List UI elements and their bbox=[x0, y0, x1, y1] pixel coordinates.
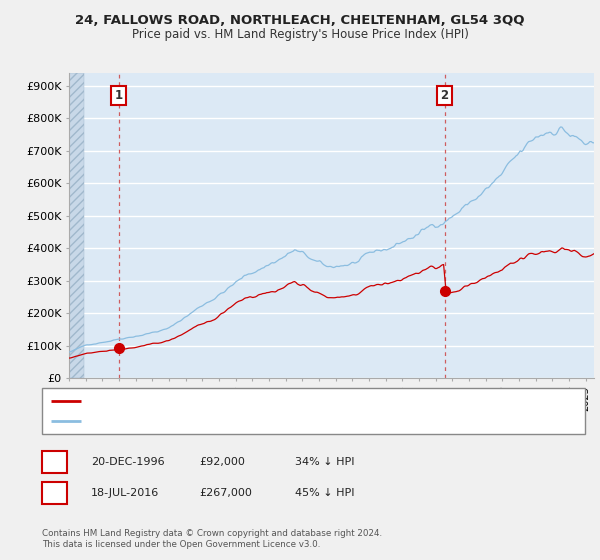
Text: 34% ↓ HPI: 34% ↓ HPI bbox=[295, 457, 355, 467]
Text: £267,000: £267,000 bbox=[199, 488, 252, 498]
Text: HPI: Average price, detached house, Cotswold: HPI: Average price, detached house, Cots… bbox=[87, 416, 317, 426]
Text: 2: 2 bbox=[50, 486, 59, 500]
Text: 1: 1 bbox=[115, 89, 122, 102]
Text: 18-JUL-2016: 18-JUL-2016 bbox=[91, 488, 160, 498]
Text: 20-DEC-1996: 20-DEC-1996 bbox=[91, 457, 165, 467]
Text: 1: 1 bbox=[50, 455, 59, 469]
Text: Price paid vs. HM Land Registry's House Price Index (HPI): Price paid vs. HM Land Registry's House … bbox=[131, 28, 469, 41]
Text: £92,000: £92,000 bbox=[199, 457, 245, 467]
Text: 24, FALLOWS ROAD, NORTHLEACH, CHELTENHAM, GL54 3QQ (detached house): 24, FALLOWS ROAD, NORTHLEACH, CHELTENHAM… bbox=[87, 396, 480, 406]
Text: 2: 2 bbox=[440, 89, 449, 102]
Text: 24, FALLOWS ROAD, NORTHLEACH, CHELTENHAM, GL54 3QQ: 24, FALLOWS ROAD, NORTHLEACH, CHELTENHAM… bbox=[75, 14, 525, 27]
Text: Contains HM Land Registry data © Crown copyright and database right 2024.
This d: Contains HM Land Registry data © Crown c… bbox=[42, 529, 382, 549]
Text: 45% ↓ HPI: 45% ↓ HPI bbox=[295, 488, 355, 498]
